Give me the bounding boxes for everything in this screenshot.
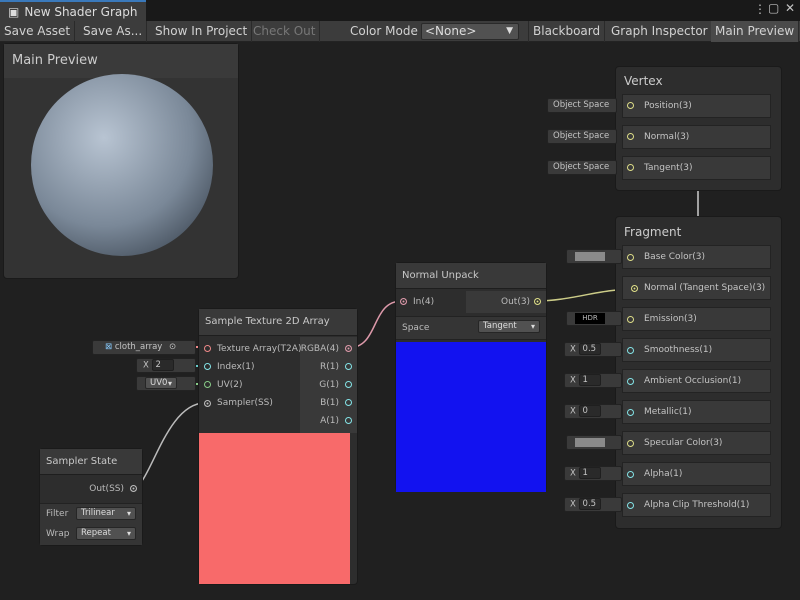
port-specular[interactable] (627, 440, 634, 447)
port-normal[interactable] (627, 133, 634, 140)
port-sampler[interactable] (204, 400, 211, 407)
normal-unpack-node[interactable]: Normal Unpack In(4) Out(3) Space Tangent (395, 262, 547, 492)
sampler-state-node[interactable]: Sampler State Out(SS) Filter Trilinear W… (39, 448, 143, 546)
main-preview-title: Main Preview (4, 44, 238, 78)
port-base-color[interactable] (627, 254, 634, 261)
filter-dropdown[interactable]: Trilinear (76, 507, 136, 520)
port-normal-ts[interactable] (631, 285, 638, 292)
more-menu-icon[interactable]: ⋮ (754, 2, 766, 16)
index-input[interactable]: X 2 (136, 358, 196, 373)
port-b[interactable] (345, 399, 352, 406)
space-dropdown[interactable]: Tangent (478, 320, 540, 333)
normal-unpack-title: Normal Unpack (396, 263, 546, 289)
wrap-dropdown[interactable]: Repeat (76, 527, 136, 540)
wire-sampler (132, 402, 206, 489)
port-in[interactable] (400, 298, 407, 305)
vertex-title: Vertex (624, 74, 663, 88)
normal-unpack-preview (396, 342, 546, 492)
base-color-swatch (575, 252, 605, 261)
blackboard-button[interactable]: Blackboard (528, 21, 606, 42)
vertex-normal-row[interactable]: Normal(3) (622, 125, 771, 149)
emission-input[interactable]: HDR (566, 311, 622, 326)
chevron-down-icon: ▼ (506, 26, 513, 36)
metallic-field[interactable]: 0 (578, 405, 601, 417)
save-asset-button[interactable]: Save Asset (0, 21, 76, 42)
main-preview-button[interactable]: Main Preview (711, 21, 800, 42)
specular-color-swatch (575, 438, 605, 447)
port-sampler-out[interactable] (130, 485, 137, 492)
emission-hdr-swatch: HDR (575, 313, 605, 324)
texture-icon: ⊠ (105, 342, 113, 352)
alpha-input[interactable]: X 1 (564, 466, 622, 481)
sample-texture-2d-array-node[interactable]: Sample Texture 2D Array Texture Array(T2… (198, 308, 358, 585)
specular-color-input[interactable] (566, 435, 622, 450)
base-color-input[interactable] (566, 249, 622, 264)
port-g[interactable] (345, 381, 352, 388)
fragment-emission-row[interactable]: Emission(3) (622, 307, 771, 331)
ao-input[interactable]: X 1 (564, 373, 622, 388)
fragment-metallic-row[interactable]: Metallic(1) (622, 400, 771, 424)
toolbar: Save Asset Save As... Show In Project Ch… (0, 21, 800, 42)
vertex-position-row[interactable]: Position(3) (622, 94, 771, 118)
port-ao[interactable] (627, 378, 634, 385)
show-in-project-button[interactable]: Show In Project (151, 21, 253, 42)
check-out-button[interactable]: Check Out (249, 21, 321, 42)
tangent-space-input[interactable]: Object Space (547, 160, 617, 175)
alpha-field[interactable]: 1 (578, 467, 601, 479)
fragment-normal-row[interactable]: Normal (Tangent Space)(3) (622, 276, 771, 300)
color-mode-dropdown[interactable]: <None> ▼ (421, 23, 519, 40)
fragment-alpha-clip-row[interactable]: Alpha Clip Threshold(1) (622, 493, 771, 517)
alpha-clip-field[interactable]: 0.5 (578, 498, 601, 510)
maximize-icon[interactable]: ▢ (768, 1, 780, 15)
ao-field[interactable]: 1 (578, 374, 601, 386)
fragment-base-color-row[interactable]: Base Color(3) (622, 245, 771, 269)
fragment-title: Fragment (624, 225, 682, 239)
port-uv[interactable] (204, 381, 211, 388)
port-position[interactable] (627, 102, 634, 109)
shader-graph-icon: ▣ (8, 4, 20, 19)
sample-texture-title: Sample Texture 2D Array (199, 309, 357, 336)
position-space-input[interactable]: Object Space (547, 98, 617, 113)
color-mode-label: Color Mode (350, 24, 418, 38)
port-emission[interactable] (627, 316, 634, 323)
smoothness-field[interactable]: 0.5 (578, 343, 601, 355)
uv-input[interactable]: UV0 (136, 376, 196, 391)
fragment-alpha-row[interactable]: Alpha(1) (622, 462, 771, 486)
port-rgba[interactable] (345, 345, 352, 352)
port-index[interactable] (204, 363, 211, 370)
metallic-input[interactable]: X 0 (564, 404, 622, 419)
port-out[interactable] (534, 298, 541, 305)
port-r[interactable] (345, 363, 352, 370)
tab-new-shader-graph[interactable]: ▣ New Shader Graph (0, 0, 146, 21)
port-texture-array[interactable] (204, 345, 211, 352)
close-icon[interactable]: ✕ (785, 1, 796, 15)
tab-bar: ▣ New Shader Graph ⋮ ▢ ✕ (0, 0, 800, 21)
uv-dropdown[interactable]: UV0 (145, 377, 177, 389)
texture-array-input[interactable]: ⊠ cloth_array ⊙ (92, 340, 196, 355)
port-alpha-clip[interactable] (627, 502, 634, 509)
port-metallic[interactable] (627, 409, 634, 416)
port-a[interactable] (345, 417, 352, 424)
fragment-ao-row[interactable]: Ambient Occlusion(1) (622, 369, 771, 393)
port-alpha[interactable] (627, 471, 634, 478)
main-preview-panel[interactable]: Main Preview (3, 43, 239, 279)
fragment-specular-row[interactable]: Specular Color(3) (622, 431, 771, 455)
preview-sphere[interactable] (31, 74, 213, 256)
normal-space-input[interactable]: Object Space (547, 129, 617, 144)
index-field[interactable]: 2 (151, 359, 174, 371)
port-smoothness[interactable] (627, 347, 634, 354)
sampler-state-title: Sampler State (40, 449, 142, 475)
texture-preview (199, 433, 350, 584)
vertex-tangent-row[interactable]: Tangent(3) (622, 156, 771, 180)
port-tangent[interactable] (627, 164, 634, 171)
smoothness-input[interactable]: X 0.5 (564, 342, 622, 357)
object-picker-icon[interactable]: ⊙ (169, 342, 177, 352)
alpha-clip-input[interactable]: X 0.5 (564, 497, 622, 512)
fragment-smoothness-row[interactable]: Smoothness(1) (622, 338, 771, 362)
save-as-button[interactable]: Save As... (79, 21, 148, 42)
